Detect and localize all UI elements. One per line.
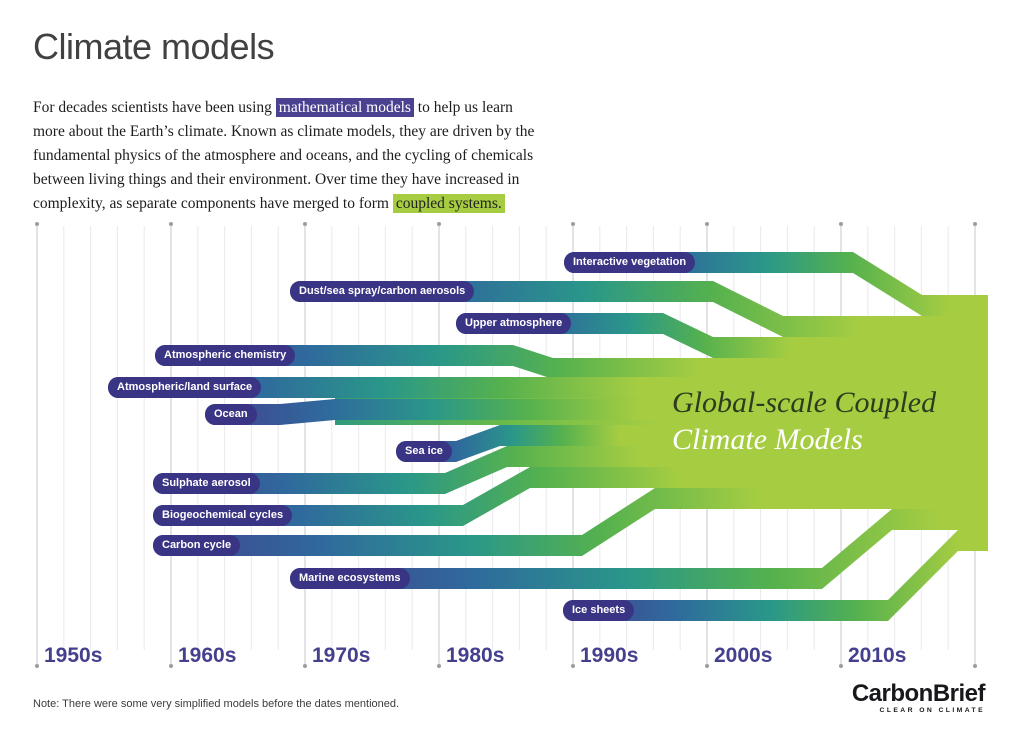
gridline-top-dot: [973, 222, 977, 226]
gridline-bottom-dot: [973, 664, 977, 668]
decade-label-1960s: 1960s: [178, 644, 237, 667]
flow-band-atmospheric-chemistry: [155, 345, 988, 379]
footnote: Note: There were some very simplified mo…: [33, 698, 400, 710]
gridline-top-dot: [571, 222, 575, 226]
intro-text: to help us learn: [413, 98, 513, 116]
flow-band-atmospheric-land-surface: [108, 377, 988, 398]
decade-label-1980s: 1980s: [446, 644, 505, 667]
flow-band-biogeochemical-cycles: [153, 467, 800, 526]
gridline-top-dot: [169, 222, 173, 226]
band-pill-atmospheric-land-surface: Atmospheric/land surface: [108, 377, 262, 398]
gridline-top-dot: [303, 222, 307, 226]
coupled-models-label: Global-scale Coupled Climate Models: [672, 384, 936, 458]
decade-label-2010s: 2010s: [848, 644, 907, 667]
coupled-models-label-line1: Global-scale Coupled: [672, 386, 937, 419]
flow-band-sulphate-aerosol: [153, 446, 750, 494]
flow-band-marine-ecosystems: [290, 509, 988, 589]
intro-text: more about the Earth’s climate. Known as…: [33, 122, 535, 140]
intro-text: complexity, as separate components have …: [33, 194, 393, 212]
gridline-bottom-dot: [839, 664, 843, 668]
band-pill-interactive-vegetation: Interactive vegetation: [564, 252, 696, 273]
gridline-top-dot: [705, 222, 709, 226]
intro-paragraph: For decades scientists have been using m…: [33, 96, 563, 216]
band-pill-marine-ecosystems: Marine ecosystems: [290, 568, 410, 589]
page-title: Climate models: [33, 26, 275, 67]
carbonbrief-logo: CarbonBrief CLEAR ON CLIMATE: [851, 680, 986, 715]
gridline-bottom-dot: [35, 664, 39, 668]
logo-wordmark: CarbonBrief: [851, 680, 986, 707]
gridline-bottom-dot: [437, 664, 441, 668]
band-pill-ice-sheets: Ice sheets: [563, 600, 635, 621]
flow-band-sea-ice: [396, 425, 700, 462]
band-pill-sea-ice: Sea ice: [396, 441, 452, 462]
band-pill-dust-sea-spray-carbon-aerosols: Dust/sea spray/carbon aerosols: [290, 281, 475, 302]
gridline-bottom-dot: [303, 664, 307, 668]
intro-text: For decades scientists have been using: [33, 98, 276, 116]
intro-text: between living things and their environm…: [33, 170, 520, 188]
gridline-top-dot: [839, 222, 843, 226]
band-pill-sulphate-aerosol: Sulphate aerosol: [153, 473, 260, 494]
band-pill-carbon-cycle: Carbon cycle: [153, 535, 241, 556]
decade-label-1950s: 1950s: [44, 644, 103, 667]
gridline-top-dot: [35, 222, 39, 226]
band-pill-atmospheric-chemistry: Atmospheric chemistry: [155, 345, 296, 366]
intro-highlight-green: coupled systems.: [392, 193, 505, 213]
band-pill-upper-atmosphere: Upper atmosphere: [456, 313, 572, 334]
intro-highlight-purple: mathematical models: [275, 97, 414, 117]
flow-band-carbon-cycle: [153, 488, 900, 556]
coupled-models-label-line2: Climate Models: [672, 423, 863, 456]
intro-text: fundamental physics of the atmosphere an…: [33, 146, 534, 164]
gridline-top-dot: [437, 222, 441, 226]
gridline-bottom-dot: [169, 664, 173, 668]
decade-label-1990s: 1990s: [580, 644, 639, 667]
gridline-bottom-dot: [705, 664, 709, 668]
decade-label-2000s: 2000s: [714, 644, 773, 667]
flow-band-ocean: [205, 399, 988, 425]
gridline-bottom-dot: [571, 664, 575, 668]
band-pill-ocean: Ocean: [205, 404, 257, 425]
decade-label-1970s: 1970s: [312, 644, 371, 667]
flow-band-upper-atmosphere: [456, 313, 988, 358]
logo-tagline: CLEAR ON CLIMATE: [879, 707, 985, 714]
band-pill-biogeochemical-cycles: Biogeochemical cycles: [153, 505, 293, 526]
